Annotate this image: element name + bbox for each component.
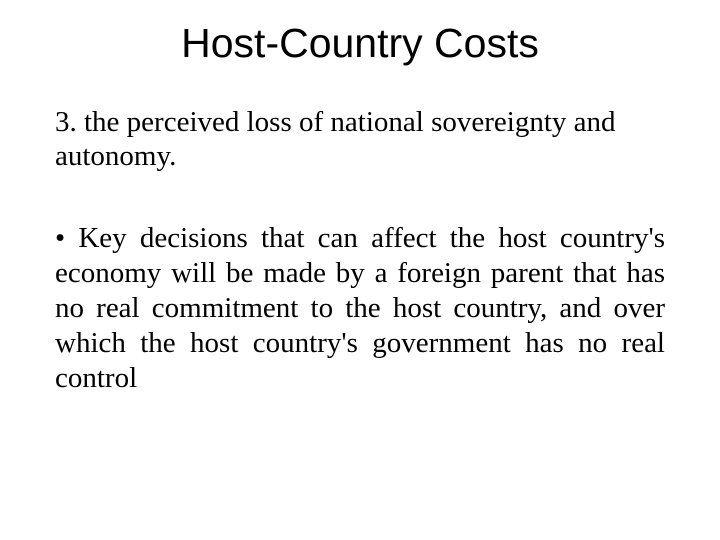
bullet-point: • Key decisions that can affect the host… <box>55 221 665 395</box>
slide-title: Host-Country Costs <box>55 20 665 67</box>
numbered-point: 3. the perceived loss of national sovere… <box>55 105 665 173</box>
slide-container: Host-Country Costs 3. the perceived loss… <box>0 0 720 540</box>
